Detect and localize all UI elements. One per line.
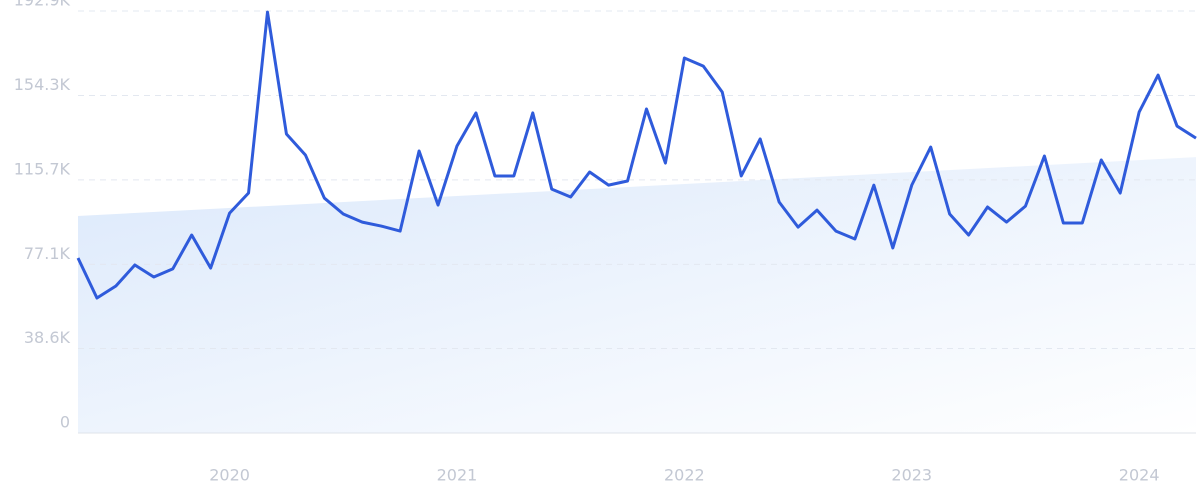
y-tick-label: 154.3K: [14, 75, 71, 94]
x-tick-label: 2024: [1119, 466, 1160, 485]
y-tick-label: 77.1K: [24, 244, 71, 263]
x-tick-label: 2022: [664, 466, 705, 485]
x-tick-label: 2020: [209, 466, 250, 485]
y-tick-label: 115.7K: [14, 159, 71, 178]
x-tick-label: 2023: [891, 466, 932, 485]
y-tick-label: 192.9K: [14, 0, 71, 10]
line: [76, 10, 1197, 300]
y-tick-label: 38.6K: [24, 328, 71, 347]
y-tick-label: 0: [60, 413, 70, 432]
x-tick-label: 2021: [437, 466, 478, 485]
trend-area: [78, 157, 1196, 434]
